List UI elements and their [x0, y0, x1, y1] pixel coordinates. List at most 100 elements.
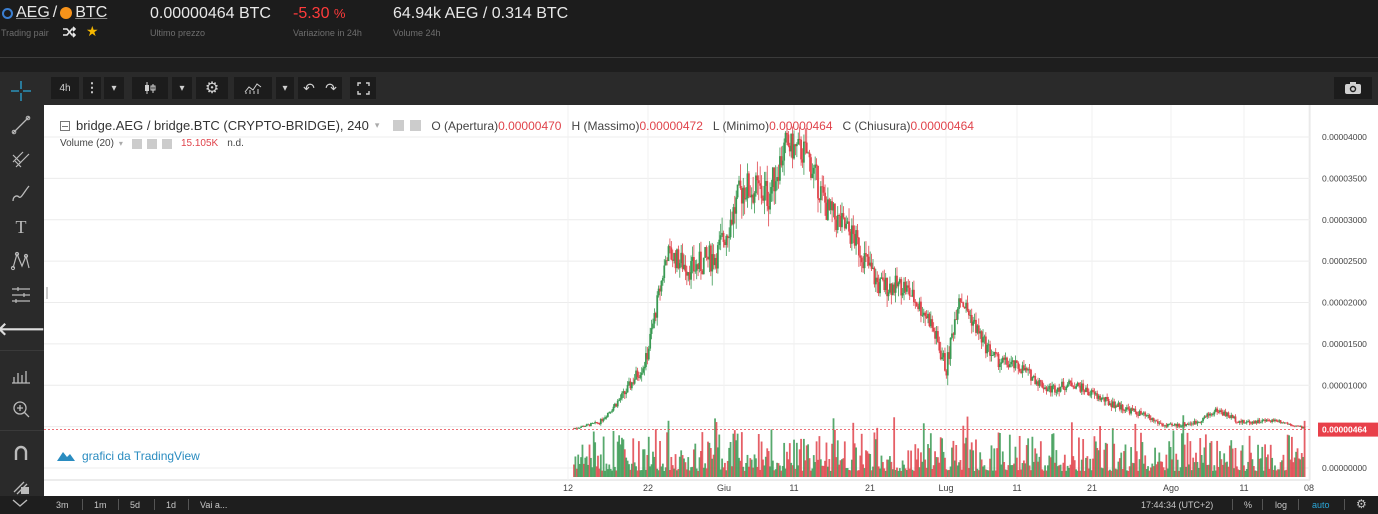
style-dropdown-icon[interactable]: ▾: [172, 77, 192, 99]
fib-tool-icon[interactable]: [6, 146, 36, 172]
volume-bar: [1190, 470, 1193, 477]
candle-body: [1214, 408, 1217, 412]
range-5d[interactable]: 5d: [130, 500, 141, 510]
volume-bar: [836, 440, 839, 477]
volume-remove-icon[interactable]: [161, 138, 172, 149]
candle-body: [824, 192, 826, 203]
last-price-tag[interactable]: [1318, 422, 1378, 437]
candle-body: [628, 381, 630, 385]
candle-body: [676, 249, 678, 269]
volume-bar: [826, 466, 829, 477]
undo-icon[interactable]: ↶: [298, 77, 320, 99]
pane-resize-handle[interactable]: [46, 287, 48, 299]
volume-bar: [984, 469, 987, 477]
candle-body: [963, 306, 966, 309]
lock-drawings-icon[interactable]: [6, 472, 36, 498]
last-price-tag-label: 0.00000464: [1322, 425, 1367, 435]
swap-icon[interactable]: [62, 25, 77, 43]
expand-chevron-icon[interactable]: [12, 498, 28, 510]
candle-body: [1289, 423, 1292, 425]
volume-bar: [1261, 446, 1264, 477]
interval-more-icon[interactable]: ⋮: [83, 77, 101, 99]
pattern-tool-icon[interactable]: [6, 248, 36, 274]
candle-body: [804, 141, 807, 143]
snapshot-camera-icon[interactable]: [1334, 77, 1372, 99]
zoom-icon[interactable]: [6, 396, 36, 422]
volume-bar: [951, 447, 953, 477]
brush-icon[interactable]: [6, 180, 36, 206]
trading-pair[interactable]: AEG / BTC: [2, 4, 107, 22]
redo-icon[interactable]: ↷: [320, 77, 342, 99]
range-3m[interactable]: 3m: [56, 500, 69, 510]
volume-bar: [1262, 470, 1265, 477]
candle-body: [585, 424, 588, 427]
candle-body: [612, 406, 615, 411]
interval-dropdown-icon[interactable]: ▾: [104, 77, 124, 99]
indicators-icon[interactable]: [234, 77, 272, 99]
price-chart[interactable]: 0.00004000 0.00003500 0.00003000 0.00002500…: [44, 105, 1378, 496]
legend-eye-icon[interactable]: [393, 120, 405, 131]
candle-body: [1131, 408, 1134, 411]
volume-dropdown-icon[interactable]: ▾: [118, 139, 123, 148]
range-1m[interactable]: 1m: [94, 500, 107, 510]
volume-bar: [848, 469, 850, 477]
interval-button[interactable]: 4h: [51, 77, 79, 99]
volume-bar: [1192, 457, 1195, 477]
goto-date[interactable]: Vai a...: [200, 500, 228, 510]
collapse-legend-icon[interactable]: [60, 120, 70, 131]
candle-body: [722, 232, 725, 242]
close-value: 0.00000464: [910, 118, 974, 133]
favorite-star-icon[interactable]: ★: [86, 23, 99, 39]
volume-bar: [1281, 460, 1283, 477]
candle-body: [653, 313, 656, 324]
volume-bar: [1073, 460, 1076, 477]
volume-bar: [1045, 470, 1048, 477]
candle-body: [896, 275, 898, 287]
chart-pane[interactable]: 0.00004000 0.00003500 0.00003000 0.00002500…: [44, 105, 1378, 496]
fullscreen-icon[interactable]: [350, 77, 376, 99]
candle-body: [619, 398, 622, 400]
legend-settings-icon[interactable]: [410, 120, 422, 131]
base-symbol[interactable]: AEG: [16, 4, 50, 21]
candle-body: [1116, 405, 1118, 407]
trend-line-icon[interactable]: [6, 112, 36, 138]
range-1d[interactable]: 1d: [166, 500, 177, 510]
volume-eye-icon[interactable]: [131, 138, 142, 149]
measure-icon[interactable]: [6, 362, 36, 388]
candle-body: [1292, 425, 1295, 427]
volume-bar: [1292, 462, 1295, 477]
prediction-tool-icon[interactable]: [6, 282, 36, 308]
indicators-dropdown-icon[interactable]: ▾: [276, 77, 294, 99]
quote-symbol[interactable]: BTC: [75, 4, 108, 21]
candle-body: [1296, 425, 1299, 427]
crosshair-icon[interactable]: [6, 78, 36, 104]
volume-bar: [776, 462, 778, 477]
tradingview-watermark[interactable]: grafici da TradingView: [56, 449, 200, 463]
volume-bar: [645, 469, 647, 477]
candle-style-icon[interactable]: [132, 77, 168, 99]
candle-body: [601, 419, 604, 421]
candle-body: [987, 344, 990, 346]
candle-body: [736, 184, 739, 198]
volume-settings-icon[interactable]: [146, 138, 157, 149]
candle-body: [1264, 419, 1266, 422]
scale-settings-gear-icon[interactable]: ⚙: [1356, 497, 1367, 511]
text-tool-icon[interactable]: T: [15, 216, 27, 237]
magnet-icon[interactable]: [6, 440, 36, 466]
candle-body: [811, 173, 814, 178]
symbol-dropdown-icon[interactable]: ▾: [374, 120, 380, 130]
volume-bar: [829, 470, 832, 477]
candle-body: [866, 254, 869, 257]
candle-body: [683, 264, 685, 269]
volume-bar: [628, 464, 630, 477]
volume-bar: [611, 470, 613, 477]
auto-scale-toggle[interactable]: auto: [1312, 500, 1330, 510]
candle-body: [1152, 418, 1155, 422]
volume-bar: [991, 470, 994, 477]
candle-body: [1133, 408, 1135, 411]
percent-scale-toggle[interactable]: %: [1244, 500, 1253, 510]
volume-bar: [822, 465, 825, 477]
settings-gear-icon[interactable]: ⚙: [196, 77, 228, 99]
log-scale-toggle[interactable]: log: [1275, 500, 1288, 510]
back-arrow-icon[interactable]: 🡐: [0, 318, 46, 339]
